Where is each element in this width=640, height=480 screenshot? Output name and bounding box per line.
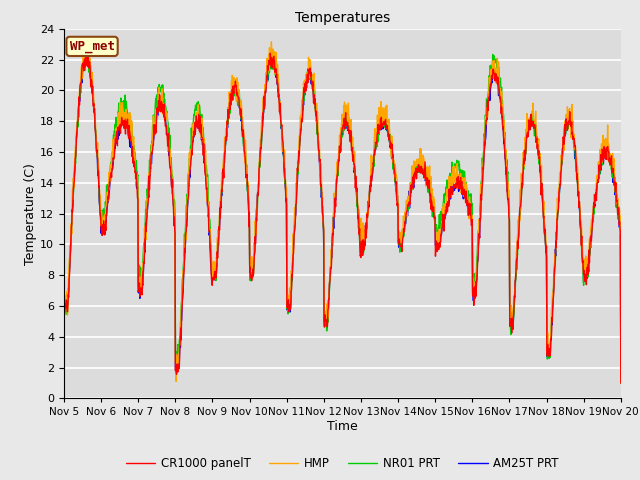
Title: Temperatures: Temperatures [295, 11, 390, 25]
X-axis label: Time: Time [327, 420, 358, 433]
Text: WP_met: WP_met [70, 40, 115, 53]
Y-axis label: Temperature (C): Temperature (C) [24, 163, 37, 264]
Legend: CR1000 panelT, HMP, NR01 PRT, AM25T PRT: CR1000 panelT, HMP, NR01 PRT, AM25T PRT [121, 452, 564, 475]
